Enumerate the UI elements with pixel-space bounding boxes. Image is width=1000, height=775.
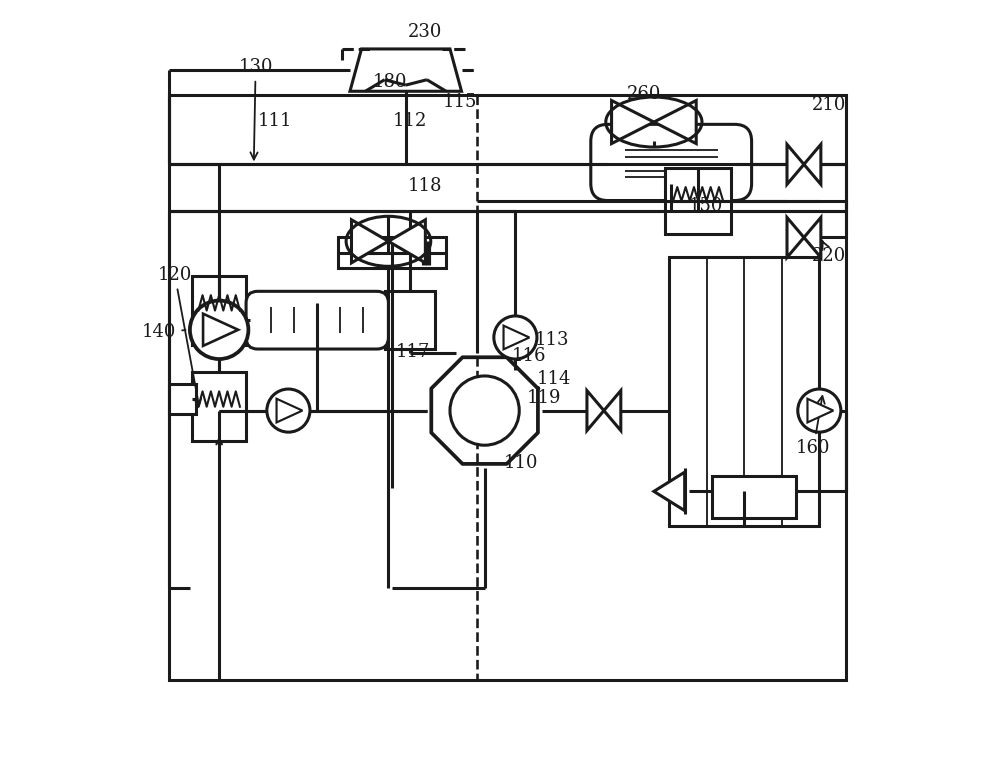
Bar	[192, 276, 246, 345]
Polygon shape	[351, 220, 388, 263]
Text: 220: 220	[812, 241, 846, 264]
Polygon shape	[350, 49, 462, 91]
Bar	[669, 257, 819, 526]
Text: 111: 111	[258, 112, 292, 130]
Polygon shape	[504, 326, 529, 350]
Text: 140: 140	[142, 323, 186, 342]
Circle shape	[798, 389, 841, 432]
Text: 130: 130	[238, 58, 273, 160]
Polygon shape	[804, 144, 821, 184]
Text: 112: 112	[392, 112, 427, 130]
Polygon shape	[388, 220, 425, 263]
Polygon shape	[203, 314, 238, 346]
Circle shape	[450, 376, 519, 445]
Circle shape	[190, 301, 248, 359]
Polygon shape	[807, 398, 833, 422]
Bar	[385, 291, 435, 349]
Text: 117: 117	[396, 343, 430, 360]
Polygon shape	[787, 144, 804, 184]
Circle shape	[267, 389, 310, 432]
Bar	[169, 384, 196, 415]
Text: 260: 260	[627, 85, 661, 103]
Polygon shape	[587, 391, 604, 431]
Text: 115: 115	[442, 93, 477, 111]
Text: 210: 210	[812, 97, 846, 115]
Text: 116: 116	[512, 346, 546, 364]
Text: 180: 180	[373, 74, 408, 91]
Text: 113: 113	[535, 331, 569, 350]
Text: 114: 114	[537, 370, 571, 388]
Polygon shape	[654, 101, 696, 143]
Bar	[192, 372, 246, 441]
Bar	[665, 168, 731, 233]
Bar	[712, 476, 796, 518]
Text: 230: 230	[408, 23, 442, 41]
Polygon shape	[654, 472, 685, 511]
Polygon shape	[604, 391, 621, 431]
FancyBboxPatch shape	[591, 124, 752, 201]
Bar	[338, 237, 446, 268]
Text: 150: 150	[689, 197, 723, 215]
FancyBboxPatch shape	[246, 291, 388, 349]
Text: 160: 160	[796, 396, 831, 457]
Polygon shape	[612, 101, 654, 143]
Polygon shape	[277, 398, 302, 422]
Text: 119: 119	[527, 389, 561, 407]
Circle shape	[494, 316, 537, 359]
Text: 118: 118	[408, 177, 442, 195]
Text: 120: 120	[158, 266, 201, 406]
Polygon shape	[804, 218, 821, 257]
Text: 110: 110	[504, 454, 538, 472]
Polygon shape	[787, 218, 804, 257]
Bar	[169, 95, 846, 680]
